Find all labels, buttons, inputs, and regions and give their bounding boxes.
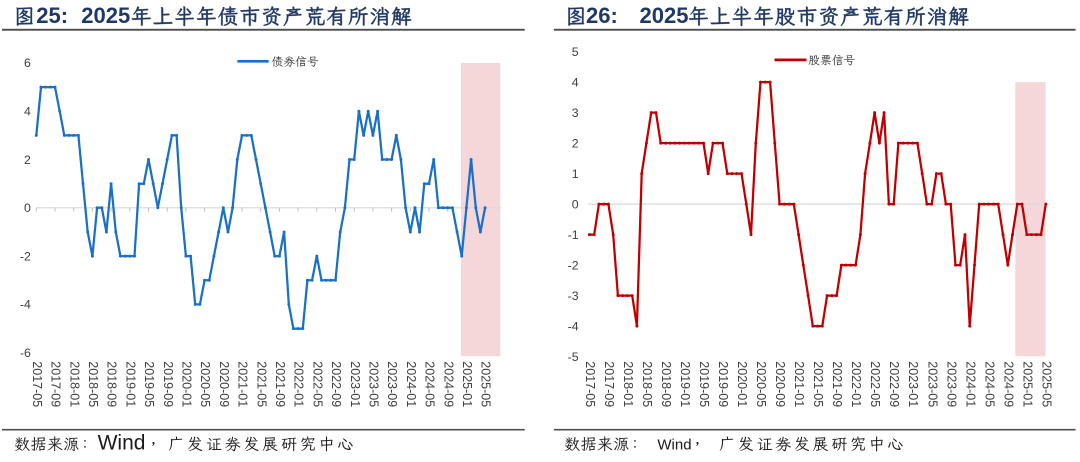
svg-text:2025-01: 2025-01 [460, 361, 474, 407]
svg-text:2021-05: 2021-05 [811, 361, 825, 407]
svg-text:2020-09: 2020-09 [773, 361, 787, 407]
svg-text:-5: -5 [568, 350, 579, 364]
svg-text:2022-01: 2022-01 [292, 361, 306, 407]
svg-text:2021-05: 2021-05 [254, 361, 268, 407]
svg-text:2019-09: 2019-09 [716, 361, 730, 407]
svg-text:2022-01: 2022-01 [849, 361, 863, 407]
svg-text:-1: -1 [568, 228, 579, 242]
svg-text:1: 1 [572, 167, 579, 181]
svg-text:2020-01: 2020-01 [735, 361, 749, 407]
svg-text:2023-05: 2023-05 [367, 361, 381, 407]
svg-text:2018-05: 2018-05 [640, 361, 654, 407]
svg-text:2017-09: 2017-09 [602, 361, 616, 407]
svg-text:2021-01: 2021-01 [792, 361, 806, 407]
svg-text:2018-01: 2018-01 [67, 361, 81, 407]
svg-text:2021-09: 2021-09 [273, 361, 287, 407]
svg-text:2023-09: 2023-09 [944, 361, 958, 407]
svg-text:0: 0 [24, 201, 31, 215]
svg-text:-2: -2 [568, 258, 579, 272]
svg-text:Wind: Wind [657, 437, 691, 454]
svg-text:2017-09: 2017-09 [49, 361, 63, 407]
svg-text:6: 6 [24, 56, 31, 70]
svg-text:-2: -2 [20, 249, 31, 263]
svg-text:4: 4 [572, 75, 579, 89]
svg-text:25:: 25: [36, 3, 68, 28]
svg-text:2: 2 [572, 136, 579, 150]
svg-text:4: 4 [24, 105, 31, 119]
svg-text:2018-01: 2018-01 [621, 361, 635, 407]
svg-text:2019-01: 2019-01 [678, 361, 692, 407]
svg-text:2025: 2025 [640, 3, 689, 28]
svg-text:2018-09: 2018-09 [659, 361, 673, 407]
svg-text:-4: -4 [568, 319, 579, 333]
svg-text:2021-09: 2021-09 [830, 361, 844, 407]
svg-text:2019-01: 2019-01 [123, 361, 137, 407]
svg-text:2024-09: 2024-09 [1001, 361, 1015, 407]
svg-text:2023-09: 2023-09 [385, 361, 399, 407]
svg-text:2024-01: 2024-01 [404, 361, 418, 407]
svg-text:2017-05: 2017-05 [583, 361, 597, 407]
svg-text:Wind: Wind [98, 432, 146, 455]
svg-text:2019-09: 2019-09 [161, 361, 175, 407]
svg-text:2024-05: 2024-05 [423, 361, 437, 407]
svg-text:5: 5 [572, 45, 579, 59]
svg-text:2018-05: 2018-05 [86, 361, 100, 407]
svg-text:2017-05: 2017-05 [30, 361, 44, 407]
svg-text:2025-01: 2025-01 [1020, 361, 1034, 407]
svg-text:2018-09: 2018-09 [105, 361, 119, 407]
svg-text:-4: -4 [20, 298, 31, 312]
svg-text:3: 3 [572, 106, 579, 120]
svg-text:2020-05: 2020-05 [198, 361, 212, 407]
svg-text:2020-05: 2020-05 [754, 361, 768, 407]
svg-text:2024-09: 2024-09 [441, 361, 455, 407]
svg-text:26:: 26: [586, 3, 618, 28]
svg-text:2020-01: 2020-01 [180, 361, 194, 407]
svg-text:2024-01: 2024-01 [963, 361, 977, 407]
svg-text:0: 0 [572, 197, 579, 211]
svg-text:2025-05: 2025-05 [479, 361, 493, 407]
svg-text:2025-05: 2025-05 [1039, 361, 1053, 407]
svg-text:2020-09: 2020-09 [217, 361, 231, 407]
svg-text:2022-05: 2022-05 [310, 361, 324, 407]
svg-text:2021-01: 2021-01 [236, 361, 250, 407]
svg-text:2019-05: 2019-05 [142, 361, 156, 407]
svg-text:2022-05: 2022-05 [868, 361, 882, 407]
svg-text:2022-09: 2022-09 [887, 361, 901, 407]
svg-text:2023-01: 2023-01 [348, 361, 362, 407]
svg-text:2024-05: 2024-05 [982, 361, 996, 407]
svg-text:-6: -6 [20, 346, 31, 360]
svg-text:2019-05: 2019-05 [697, 361, 711, 407]
svg-text:2025: 2025 [81, 3, 130, 28]
svg-text:2023-01: 2023-01 [906, 361, 920, 407]
svg-text:2023-05: 2023-05 [925, 361, 939, 407]
svg-text:-3: -3 [568, 289, 579, 303]
svg-text:2022-09: 2022-09 [329, 361, 343, 407]
svg-text:2: 2 [24, 153, 31, 167]
